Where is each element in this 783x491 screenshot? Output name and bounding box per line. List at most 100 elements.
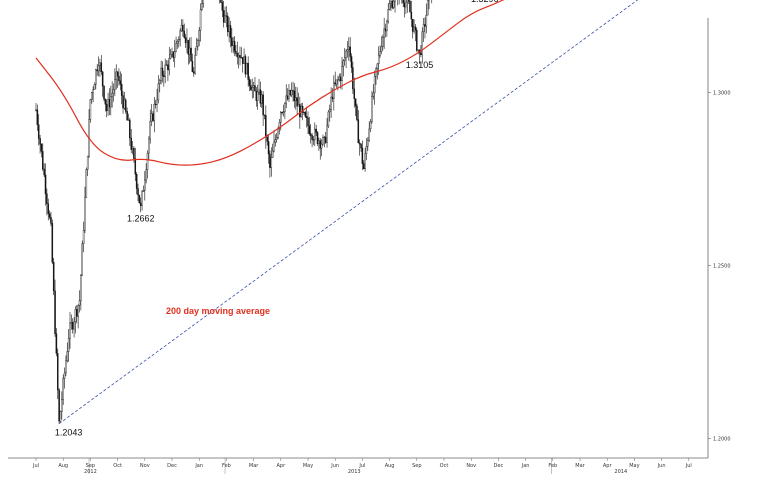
candle-body bbox=[312, 139, 315, 141]
candle-body bbox=[145, 169, 147, 181]
candle-body bbox=[380, 46, 383, 52]
candle-body bbox=[339, 76, 342, 82]
candle-body bbox=[308, 125, 311, 135]
candle-body bbox=[285, 95, 287, 104]
candle-body bbox=[372, 92, 375, 97]
candle-body bbox=[377, 54, 380, 65]
candle-body bbox=[239, 55, 241, 58]
x-tick-label: Aug bbox=[58, 463, 68, 469]
candle-body bbox=[134, 158, 137, 175]
candle-body bbox=[92, 89, 94, 93]
candle-body bbox=[194, 55, 196, 74]
candle-body bbox=[259, 89, 262, 104]
candle-body bbox=[379, 51, 381, 56]
candle-body bbox=[85, 169, 88, 198]
candle-body bbox=[273, 141, 275, 152]
candle-body bbox=[309, 133, 312, 136]
candle-body bbox=[231, 37, 233, 46]
candle-body bbox=[129, 119, 131, 139]
x-tick-label: Apr bbox=[276, 463, 286, 469]
candle-body bbox=[40, 144, 43, 152]
candle-body bbox=[229, 25, 232, 38]
candle-body bbox=[383, 28, 385, 38]
x-tick-label: May bbox=[303, 463, 313, 469]
candle-body bbox=[280, 112, 282, 123]
x-year-label: 2013 bbox=[348, 469, 361, 475]
candle-body bbox=[182, 24, 184, 32]
candle-body bbox=[157, 83, 160, 101]
candle-body bbox=[246, 62, 248, 75]
annotation-label: 1.3296 bbox=[471, 0, 499, 4]
candle-body bbox=[367, 139, 369, 147]
candle-body bbox=[52, 262, 55, 292]
candle-body bbox=[318, 140, 320, 144]
candle-body bbox=[135, 173, 138, 189]
candle-body bbox=[233, 41, 236, 52]
x-tick-label: Sep bbox=[412, 463, 421, 469]
x-tick-label: Jul bbox=[358, 463, 365, 469]
candle-body bbox=[329, 109, 331, 113]
x-tick-label: Jul bbox=[685, 463, 692, 469]
candle-body bbox=[95, 69, 97, 85]
moving-average-line bbox=[35, 0, 505, 166]
candle-body bbox=[103, 85, 105, 100]
candle-body bbox=[176, 40, 179, 44]
candle-body bbox=[386, 21, 388, 32]
candle-body bbox=[74, 309, 77, 323]
candle-body bbox=[269, 153, 271, 168]
x-tick-label: Jul bbox=[32, 463, 39, 469]
candle-body bbox=[131, 148, 134, 150]
annotations: 1.20431.26621.31051.32961.34771.39671.36… bbox=[55, 0, 499, 438]
candle-body bbox=[343, 57, 346, 61]
candle-body bbox=[93, 84, 96, 90]
candle-body bbox=[256, 91, 259, 101]
x-tick-label: Jun bbox=[330, 463, 339, 469]
candle-body bbox=[303, 112, 305, 114]
y-tick-label: 1.2500 bbox=[713, 264, 731, 270]
x-tick-label: Oct bbox=[113, 463, 122, 469]
candle-body bbox=[202, 0, 205, 4]
candle-body bbox=[97, 65, 100, 72]
candle-body bbox=[382, 36, 384, 48]
candle-body bbox=[295, 97, 297, 102]
candle-body bbox=[240, 57, 243, 59]
candle-body bbox=[130, 137, 132, 150]
candle-body bbox=[265, 115, 267, 138]
candle-body bbox=[51, 223, 54, 263]
candle-body bbox=[350, 56, 353, 68]
candle-body bbox=[235, 51, 237, 54]
x-tick-label: May bbox=[629, 463, 639, 469]
candle-body bbox=[150, 113, 153, 122]
candle-body bbox=[225, 15, 228, 17]
candle-body bbox=[42, 151, 44, 170]
candle-body bbox=[188, 47, 191, 55]
candle-body bbox=[165, 64, 168, 66]
candle-body bbox=[266, 136, 268, 142]
candle-body bbox=[354, 98, 357, 107]
candle-body bbox=[138, 194, 141, 204]
candle-body bbox=[311, 135, 313, 140]
candle-body bbox=[277, 128, 279, 138]
candle-body bbox=[263, 114, 266, 116]
candle-body bbox=[426, 0, 429, 16]
x-year-label: 2012 bbox=[84, 469, 97, 475]
candle-body bbox=[110, 96, 112, 108]
candle-body bbox=[349, 46, 351, 57]
candle-body bbox=[55, 333, 58, 354]
candle-body bbox=[296, 97, 298, 107]
candle-body bbox=[119, 80, 122, 85]
candle-body bbox=[173, 51, 176, 58]
candle-body bbox=[180, 24, 183, 32]
x-tick-label: Jan bbox=[194, 463, 203, 469]
candle-body bbox=[375, 68, 377, 77]
candle-body bbox=[341, 65, 343, 82]
candle-body bbox=[391, 0, 394, 8]
candle-body bbox=[373, 76, 376, 94]
candle-body bbox=[368, 128, 370, 141]
candle-body bbox=[133, 148, 135, 159]
candle-body bbox=[228, 25, 230, 33]
candle-body bbox=[69, 322, 71, 339]
candle-body bbox=[120, 84, 123, 96]
candle-body bbox=[78, 300, 81, 306]
